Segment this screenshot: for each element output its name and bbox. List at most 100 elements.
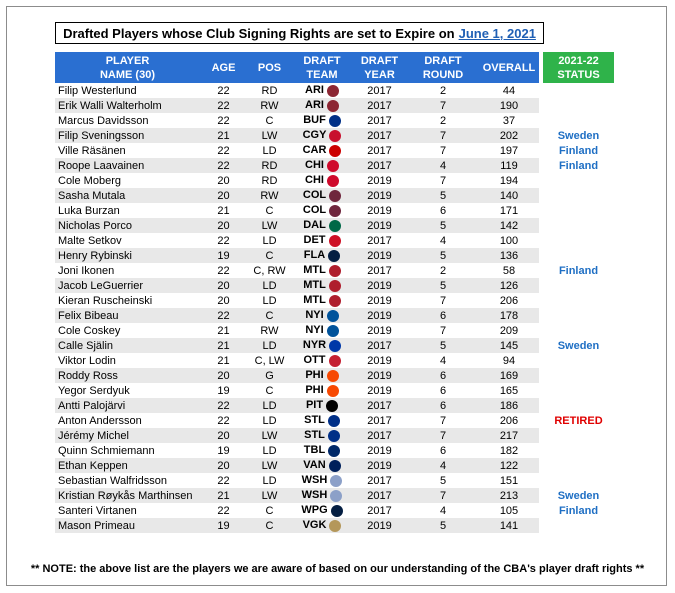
column-gap (539, 188, 543, 203)
overall-text: 126 (499, 279, 519, 292)
draft-team-cell: CHI (292, 173, 352, 188)
pos-text: C, LW (254, 354, 285, 367)
draft-year-cell: 2019 (352, 443, 407, 458)
status-cell (543, 248, 614, 263)
player-name-text: Erik Walli Walterholm (58, 99, 162, 112)
pos-cell: C, RW (247, 263, 292, 278)
header-player-name: PLAYER NAME (30) (55, 52, 200, 83)
table-row: Yegor Serdyuk 19 C PHI 2019 6 165 (55, 383, 614, 398)
draft-year-text: 2017 (367, 129, 392, 142)
overall-text: 145 (499, 339, 519, 352)
draft-team-cell: MTL (292, 293, 352, 308)
draft-team-text: CHI (305, 159, 324, 172)
draft-team-text: MTL (303, 264, 326, 277)
draft-round-cell: 4 (407, 458, 479, 473)
header-pos: POS (247, 52, 292, 83)
pos-text: LW (261, 129, 278, 142)
player-name-cell: Cole Coskey (55, 323, 200, 338)
table-row: Kristian Røykås Marthinsen 21 LW WSH 2017 7 21… (55, 488, 614, 503)
draft-year-cell: 2017 (352, 473, 407, 488)
pos-cell: C (247, 518, 292, 533)
draft-round-text: 7 (439, 324, 447, 337)
table-row: Santeri Virtanen 22 C WPG 2017 4 105 Finland (55, 503, 614, 518)
draft-year-text: 2019 (367, 174, 392, 187)
player-name-cell: Jacob LeGuerrier (55, 278, 200, 293)
table-row: Filip Westerlund 22 RD ARI 2017 2 44 (55, 83, 614, 98)
pos-cell: C, LW (247, 353, 292, 368)
age-cell: 22 (200, 233, 247, 248)
draft-year-text: 2017 (367, 114, 392, 127)
overall-cell: 151 (479, 473, 539, 488)
status-cell (543, 218, 614, 233)
column-gap (539, 158, 543, 173)
pos-cell: LW (247, 488, 292, 503)
age-text: 21 (217, 354, 230, 367)
draft-round-cell: 5 (407, 188, 479, 203)
overall-cell: 44 (479, 83, 539, 98)
draft-team-cell: DET (292, 233, 352, 248)
draft-year-text: 2017 (367, 429, 392, 442)
player-name-cell: Antti Palojärvi (55, 398, 200, 413)
draft-year-cell: 2019 (352, 218, 407, 233)
player-name-cell: Filip Sveningsson (55, 128, 200, 143)
age-text: 20 (217, 369, 230, 382)
column-gap (539, 173, 543, 188)
status-cell (543, 83, 614, 98)
pos-cell: LD (247, 293, 292, 308)
draft-team-cell: NYI (292, 308, 352, 323)
draft-round-cell: 7 (407, 413, 479, 428)
draft-team-text: WSH (301, 489, 328, 502)
pos-cell: RW (247, 323, 292, 338)
draft-year-text: 2019 (367, 519, 392, 532)
draft-round-cell: 6 (407, 203, 479, 218)
age-cell: 20 (200, 368, 247, 383)
table-row: Sebastian Walfridsson 22 LD WSH 2017 5 151 (55, 473, 614, 488)
age-cell: 22 (200, 398, 247, 413)
draft-team-text: WSH (301, 474, 328, 487)
overall-cell: 126 (479, 278, 539, 293)
draft-team-cell: TBL (292, 443, 352, 458)
table-row: Jérémy Michel 20 LW STL 2017 7 217 (55, 428, 614, 443)
player-name-cell: Sebastian Walfridsson (55, 473, 200, 488)
age-text: 20 (217, 459, 230, 472)
draft-team-text: OTT (303, 354, 326, 367)
draft-year-cell: 2019 (352, 353, 407, 368)
draft-round-text: 7 (439, 174, 447, 187)
player-name-text: Malte Setkov (58, 234, 122, 247)
draft-round-text: 4 (439, 504, 447, 517)
draft-team-text: NYI (305, 324, 324, 337)
draft-year-cell: 2019 (352, 248, 407, 263)
team-logo-icon (327, 414, 340, 427)
age-text: 20 (217, 429, 230, 442)
pos-text: C (265, 384, 274, 397)
draft-round-text: 6 (439, 204, 447, 217)
team-logo-icon (328, 279, 341, 292)
player-name-text: Kieran Ruscheinski (58, 294, 153, 307)
overall-cell: 100 (479, 233, 539, 248)
status-cell (543, 233, 614, 248)
pos-cell: RW (247, 188, 292, 203)
draft-year-cell: 2017 (352, 98, 407, 113)
pos-text: RW (260, 189, 279, 202)
age-text: 22 (217, 309, 230, 322)
overall-cell: 209 (479, 323, 539, 338)
overall-cell: 37 (479, 113, 539, 128)
age-text: 20 (217, 174, 230, 187)
draft-team-cell: ARI (292, 83, 352, 98)
draft-year-text: 2017 (367, 84, 392, 97)
draft-round-cell: 4 (407, 233, 479, 248)
status-cell (543, 293, 614, 308)
draft-round-cell: 7 (407, 173, 479, 188)
draft-team-text: DET (303, 234, 326, 247)
title-date-link[interactable]: June 1, 2021 (458, 25, 536, 41)
draft-round-cell: 7 (407, 143, 479, 158)
status-cell (543, 443, 614, 458)
draft-round-cell: 5 (407, 278, 479, 293)
draft-year-cell: 2017 (352, 413, 407, 428)
draft-team-cell: STL (292, 428, 352, 443)
column-gap (539, 413, 543, 428)
pos-text: LW (261, 429, 278, 442)
player-name-text: Joni Ikonen (58, 264, 115, 277)
player-name-cell: Viktor Lodin (55, 353, 200, 368)
status-cell (543, 308, 614, 323)
